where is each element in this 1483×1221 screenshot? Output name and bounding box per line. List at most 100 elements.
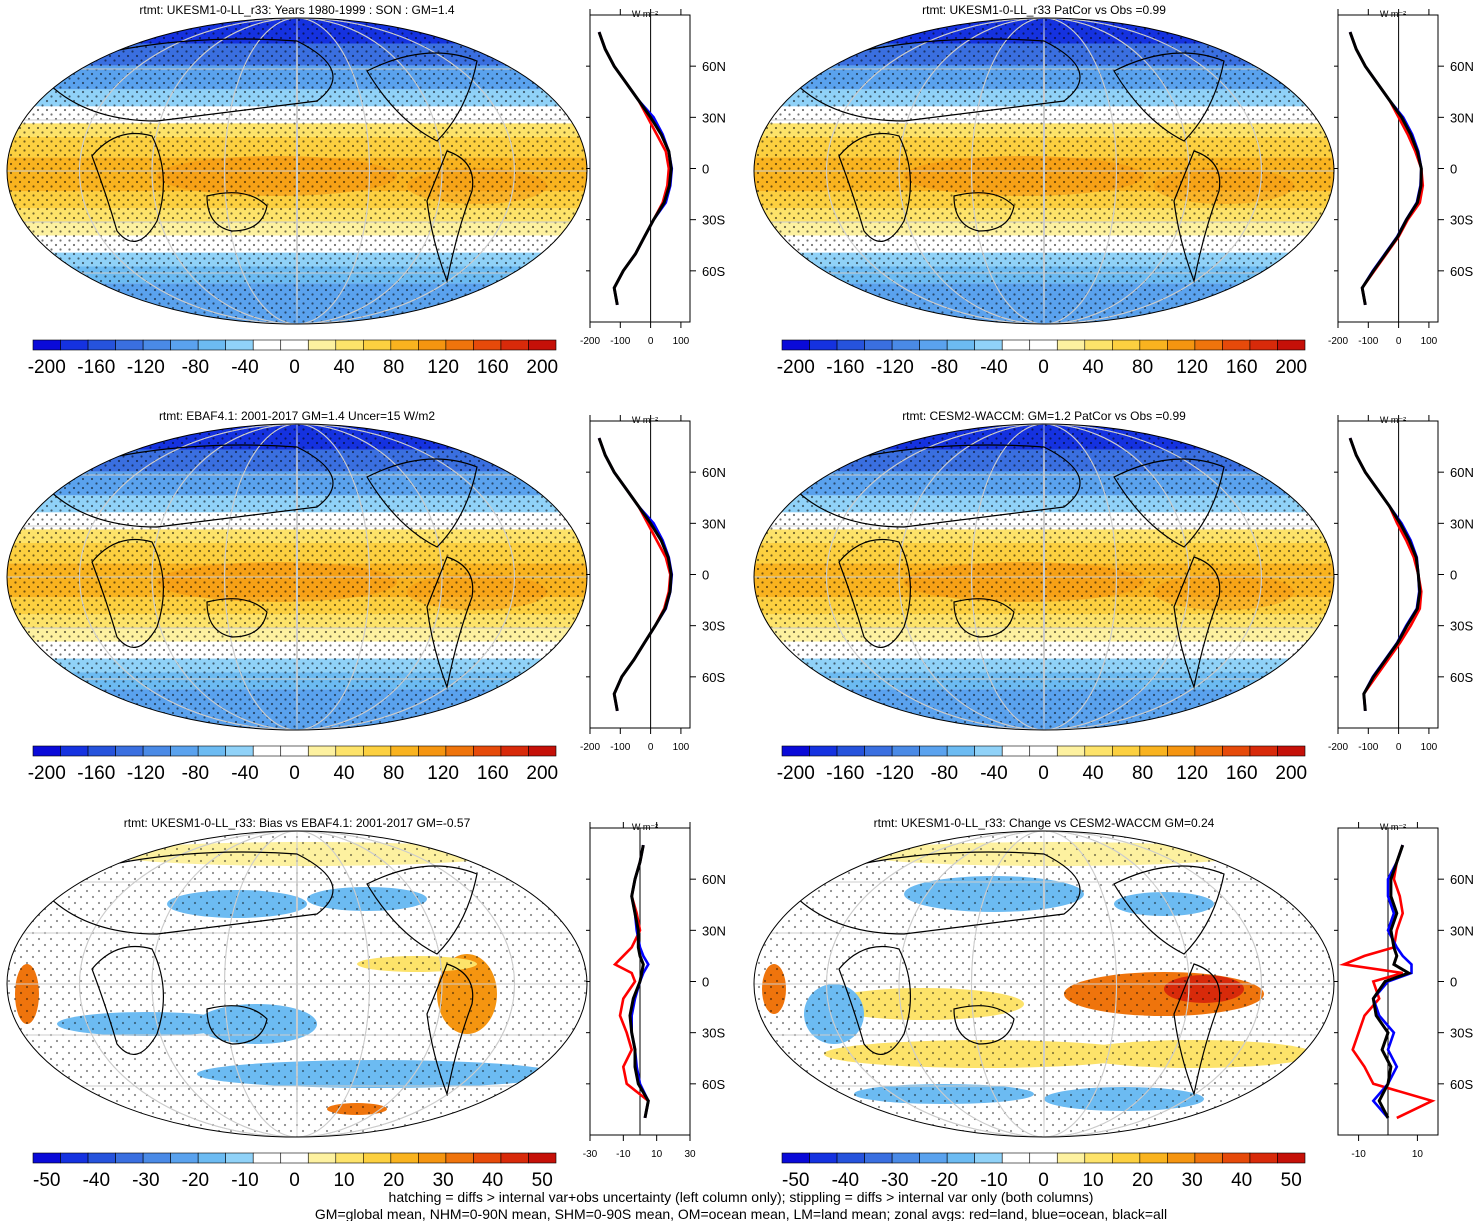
colorbar-label--10: -10 [231,1170,258,1191]
colorbar-cell [809,1152,838,1164]
xtick-label-100: 100 [673,336,690,347]
colorbar-cell [1084,339,1113,351]
lat-label-30S: 30S [702,1026,725,1041]
xtick-label--200: -200 [1328,336,1348,347]
colorbar-cell [1139,1152,1168,1164]
colorbar-label--40: -40 [832,1170,859,1191]
colorbar-cell [1112,745,1141,757]
xtick-label--10: -10 [616,1149,631,1160]
colorbar-cell [974,745,1003,757]
colorbar-label-120: 120 [1176,763,1208,784]
xtick-label--200: -200 [580,336,600,347]
map-border [753,830,1335,1138]
colorbar-cell [197,1152,226,1164]
panel-3: rtmt: EBAF4.1: 2001-2017 GM=1.4 Uncer=15… [6,409,726,784]
colorbar-cell [1112,1152,1141,1164]
colorbar-label-0: 0 [289,1170,300,1191]
xtick-label-0: 0 [1396,336,1402,347]
lat-label-30N: 30N [1450,923,1474,938]
colorbar-cell [500,1152,529,1164]
colorbar-cell [60,1152,89,1164]
map-field [7,831,587,1137]
colorbar-cell [864,339,893,351]
lat-label-0: 0 [1450,162,1457,177]
colorbar-label--160: -160 [826,357,864,378]
xtick-label-0: 0 [1396,742,1402,753]
lat-label-0: 0 [702,975,709,990]
colorbar-cell [1112,339,1141,351]
colorbar-cell [418,339,447,351]
map-field [754,424,1334,730]
colorbar-label--120: -120 [876,357,914,378]
lat-label-60S: 60S [1450,670,1473,685]
colorbar-cell [891,745,920,757]
zonal-frame [589,420,691,729]
panel-title: rtmt: CESM2-WACCM: GM=1.2 PatCor vs Obs … [902,409,1186,423]
colorbar-cell [280,745,309,757]
lat-label-60S: 60S [702,264,725,279]
colorbar-label-40: 40 [333,763,354,784]
lat-label-0: 0 [702,162,709,177]
colorbar-cell [1001,1152,1031,1164]
colorbar-cell [307,745,337,757]
colorbar-cell [1222,745,1251,757]
colorbar-cell [473,1152,502,1164]
colorbar-label-50: 50 [1281,1170,1302,1191]
colorbar-cell [1222,1152,1251,1164]
colorbar-cell [528,1152,557,1164]
colorbar-cell [1029,339,1058,351]
lat-label-30N: 30N [702,110,726,125]
colorbar-cell [445,1152,474,1164]
colorbar-cell [836,1152,865,1164]
lat-label-60N: 60N [702,872,726,887]
colorbar-label-80: 80 [383,763,404,784]
colorbar-cell [919,1152,948,1164]
colorbar-cell [1277,1152,1306,1164]
colorbar-cell [32,745,61,757]
colorbar-cell [1084,1152,1113,1164]
colorbar-cell [891,1152,920,1164]
colorbar-cell [919,339,948,351]
lat-label-0: 0 [702,568,709,583]
xtick-label-0: 0 [648,336,654,347]
colorbar-label-0: 0 [1038,763,1049,784]
zonal-all-line [597,31,673,306]
colorbar-cell [280,1152,309,1164]
panel-title: rtmt: EBAF4.1: 2001-2017 GM=1.4 Uncer=15… [159,409,435,423]
colorbar-label--40: -40 [83,1170,110,1191]
colorbar-cell [473,339,502,351]
colorbar-label--120: -120 [127,763,165,784]
xtick-label--30: -30 [583,1149,598,1160]
colorbar-label--30: -30 [132,1170,159,1191]
colorbar-cell [974,1152,1003,1164]
panel-4: rtmt: CESM2-WACCM: GM=1.2 PatCor vs Obs … [753,409,1474,784]
colorbar-cell [809,339,838,351]
colorbar-cell [60,339,89,351]
zonal-all-line [597,437,673,712]
colorbar-label-0: 0 [289,357,300,378]
panel-title: rtmt: UKESM1-0-LL_r33 PatCor vs Obs =0.9… [922,3,1166,17]
colorbar-label--200: -200 [777,357,815,378]
panel-title: rtmt: UKESM1-0-LL_r33: Years 1980-1999 :… [139,3,454,17]
colorbar-cell [390,339,419,351]
zonal-frame [1337,14,1439,323]
colorbar-cell [87,745,116,757]
colorbar-label-0: 0 [1038,1170,1049,1191]
xtick-label--200: -200 [1328,742,1348,753]
colorbar-label-50: 50 [532,1170,553,1191]
colorbar-cell [836,339,865,351]
colorbar-cell [445,339,474,351]
colorbar-cell [363,339,392,351]
colorbar-cell [1249,1152,1278,1164]
colorbar-cell [919,745,948,757]
colorbar-label-40: 40 [1082,357,1103,378]
xtick-label--100: -100 [1358,742,1378,753]
colorbar-label-20: 20 [1132,1170,1153,1191]
colorbar-cell [1139,745,1168,757]
colorbar-label-20: 20 [383,1170,404,1191]
zonal-unit-label: W m⁻² [632,9,658,19]
map-field [754,18,1334,324]
lat-label-60S: 60S [1450,1077,1473,1092]
colorbar-label--80: -80 [931,763,958,784]
colorbar-label--120: -120 [127,357,165,378]
